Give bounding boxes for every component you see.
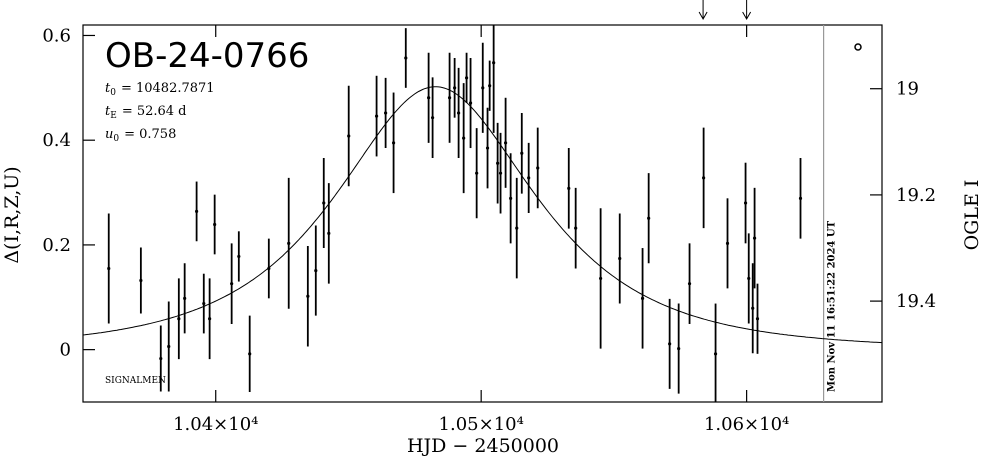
data-point <box>462 136 466 140</box>
data-point <box>567 186 571 190</box>
plot-frame <box>82 24 883 403</box>
param: tE = 52.64 d <box>105 104 187 121</box>
data-point <box>430 116 435 120</box>
data-point <box>618 256 622 261</box>
data-point <box>208 317 212 321</box>
data-point <box>107 266 111 271</box>
data-point <box>374 114 379 118</box>
data-point <box>447 96 452 100</box>
data-point <box>230 282 234 286</box>
data-point <box>159 356 163 361</box>
y-tick-label: 0.4 <box>42 130 71 151</box>
y-axis-label: Δ(I,R,Z,U) <box>1 166 23 263</box>
param-text: = 52.64 d <box>122 104 187 119</box>
data-point <box>306 294 310 298</box>
param: u0 = 0.758 <box>105 127 176 144</box>
param: t0 = 10482.7871 <box>105 81 215 98</box>
data-point <box>599 276 603 281</box>
data-point <box>527 176 531 180</box>
data-point <box>475 171 479 175</box>
param-sub: 0 <box>113 134 119 144</box>
param-symbol: t <box>105 104 111 119</box>
data-point <box>755 317 760 321</box>
y-tick-label: 0.6 <box>42 25 71 46</box>
data-point <box>457 111 461 115</box>
data-point <box>237 254 241 259</box>
data-point <box>647 216 651 220</box>
model-curve <box>83 86 882 344</box>
data-point <box>314 268 318 273</box>
y-tick-label: 0.2 <box>42 235 71 256</box>
x-tick-label: 1.05×10⁴ <box>439 414 524 435</box>
data-point <box>464 76 469 80</box>
data-point <box>322 201 326 205</box>
data-point <box>725 241 730 245</box>
param-sub: E <box>110 111 117 121</box>
data-point <box>453 86 457 90</box>
data-point <box>488 84 492 88</box>
data-point <box>248 352 252 356</box>
param-symbol: u <box>105 127 113 142</box>
data-point <box>668 342 672 346</box>
data-point <box>468 101 473 105</box>
data-point <box>640 296 645 300</box>
data-point <box>743 201 748 205</box>
data-point <box>427 96 431 100</box>
data-point <box>574 226 578 230</box>
param-sub: 0 <box>110 88 116 98</box>
param-text: = 10482.7871 <box>121 81 215 96</box>
data-point <box>139 278 143 283</box>
x-tick-label: 1.06×10⁴ <box>704 414 789 435</box>
data-point <box>515 226 519 230</box>
data-point <box>167 344 171 349</box>
x-tick-label: 1.04×10⁴ <box>173 414 258 435</box>
param-text: = 0.758 <box>124 127 176 142</box>
data-point <box>492 61 496 65</box>
data-point <box>713 352 718 356</box>
data-point <box>503 141 508 145</box>
data-point <box>687 282 692 286</box>
data-point <box>213 222 217 227</box>
data-point <box>677 346 681 351</box>
data-point <box>747 276 751 281</box>
credit: SIGNALMEN <box>105 376 166 386</box>
data-point <box>520 151 524 155</box>
data-point <box>347 134 351 138</box>
data-point <box>391 141 396 145</box>
param-symbol: t <box>105 81 111 96</box>
data-point <box>536 166 540 170</box>
data-point <box>751 306 755 310</box>
data-point <box>384 111 388 115</box>
data-point <box>183 296 187 300</box>
x-axis-label: HJD − 2450000 <box>407 435 559 457</box>
timestamp: Mon Nov 11 16:51:22 2024 UT <box>827 220 838 392</box>
data-point <box>195 209 199 214</box>
data-point <box>485 146 490 150</box>
y2-tick-label: 19.2 <box>896 185 936 206</box>
data-point <box>202 301 206 306</box>
data-point <box>404 56 408 60</box>
data-point <box>287 241 291 245</box>
arrow <box>698 0 708 21</box>
data-point <box>798 196 803 200</box>
data-point <box>509 196 513 200</box>
data-point <box>752 236 757 240</box>
data-point <box>496 161 500 165</box>
arrow <box>742 0 752 21</box>
data-point <box>498 171 503 175</box>
data-point <box>177 317 181 321</box>
symbol <box>854 43 862 51</box>
y2-tick-label: 19.4 <box>896 291 936 312</box>
y2-axis-label: OGLE I <box>961 180 983 251</box>
y2-tick-label: 19 <box>896 79 919 100</box>
data-point <box>702 176 706 180</box>
data-point <box>327 231 331 235</box>
data-point <box>481 86 485 90</box>
y-tick-label: 0 <box>60 340 71 361</box>
plot-area <box>83 25 882 402</box>
chart-title: OB-24-0766 <box>105 36 309 76</box>
